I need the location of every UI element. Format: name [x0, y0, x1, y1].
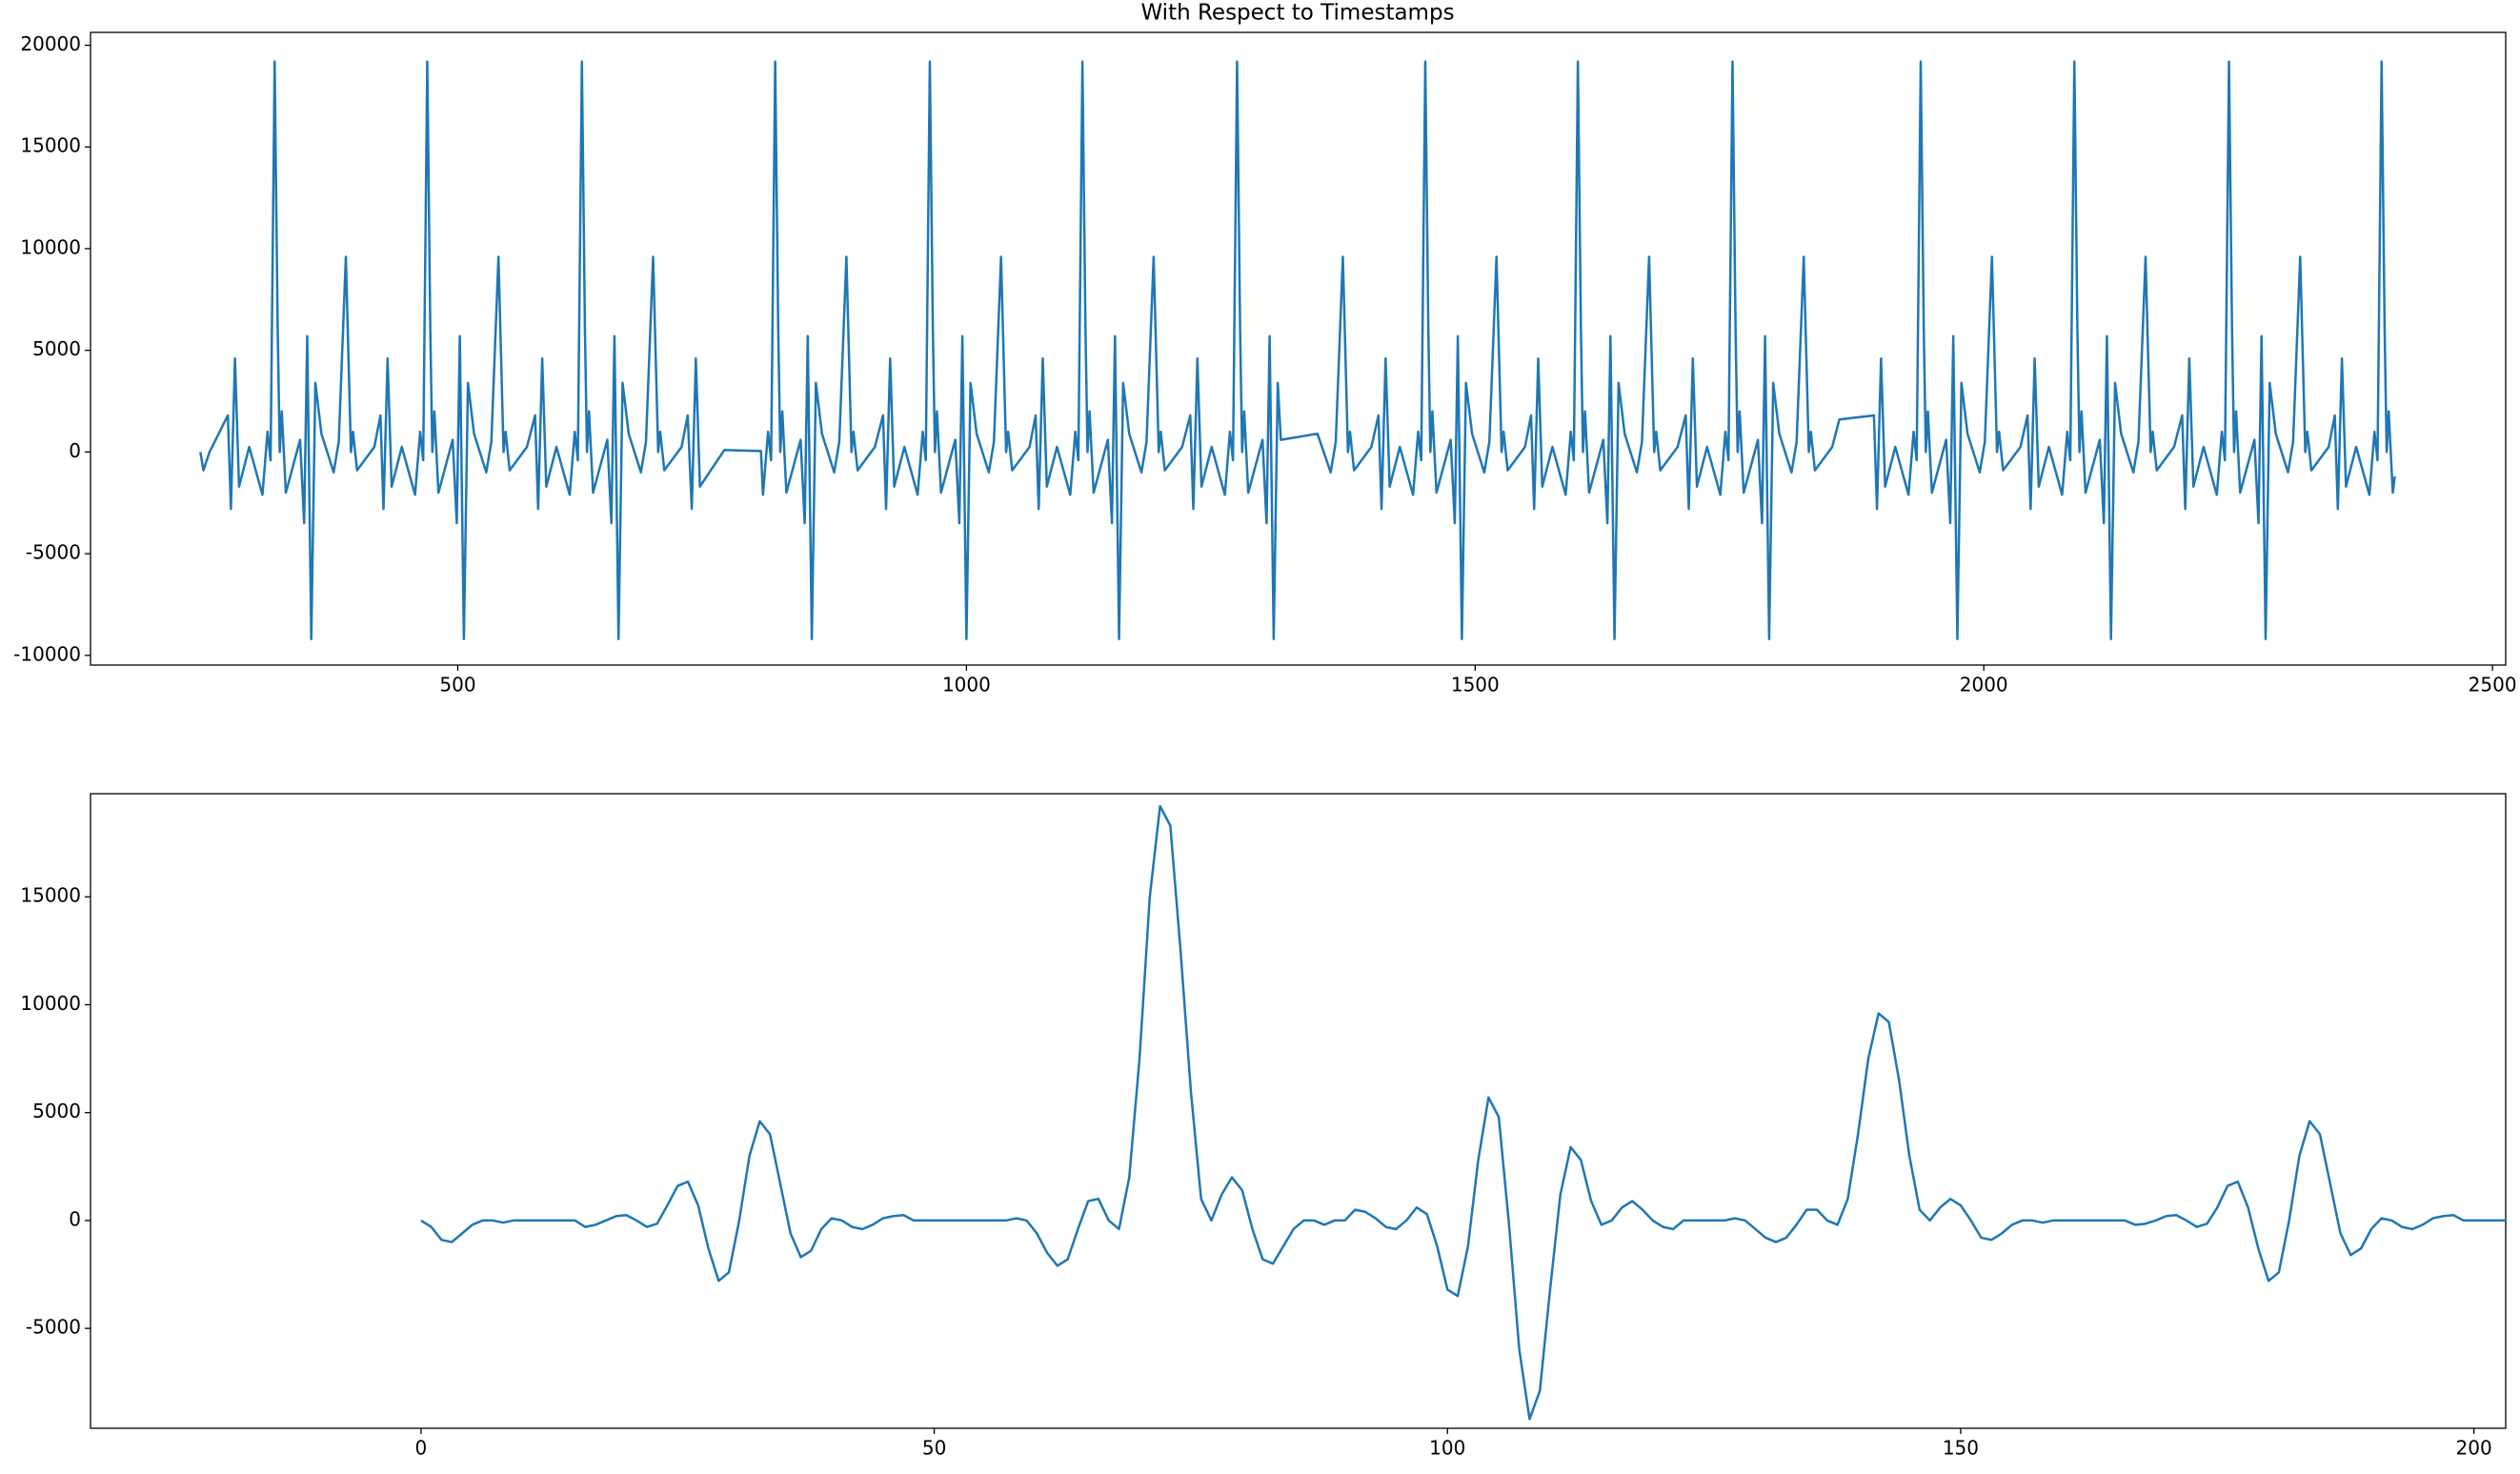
- y-tick-label: 15000: [20, 134, 81, 157]
- y-tick-label: 15000: [20, 884, 81, 907]
- y-tick-label: -5000: [26, 541, 81, 564]
- data-line: [199, 60, 2396, 641]
- x-tick-label: 1000: [942, 674, 991, 697]
- data-line: [420, 804, 2505, 1421]
- y-tick-label: 5000: [32, 1100, 81, 1122]
- y-tick-label: 0: [69, 439, 81, 462]
- y-tick-label: 10000: [20, 992, 81, 1015]
- chart-title: With Respect to Timestamps: [1140, 1, 1454, 26]
- y-tick-label: -10000: [13, 642, 81, 665]
- y-tick-label: 10000: [20, 235, 81, 258]
- y-tick-label: 5000: [32, 337, 81, 360]
- y-tick-label: 20000: [20, 32, 81, 55]
- x-tick-label: 50: [922, 1437, 946, 1460]
- x-tick-label: 150: [1943, 1437, 1979, 1460]
- x-tick-label: 500: [439, 674, 475, 697]
- x-tick-label: 2500: [2469, 674, 2517, 697]
- x-tick-label: 2000: [1960, 674, 2008, 697]
- axes-frame: [90, 31, 2507, 666]
- axes-frame: [90, 793, 2507, 1429]
- y-tick-label: 0: [69, 1207, 81, 1230]
- x-tick-label: 100: [1429, 1437, 1465, 1460]
- y-tick-label: -5000: [26, 1316, 81, 1339]
- x-tick-label: 1500: [1451, 674, 1500, 697]
- x-tick-label: 200: [2456, 1437, 2492, 1460]
- x-tick-label: 0: [415, 1437, 428, 1460]
